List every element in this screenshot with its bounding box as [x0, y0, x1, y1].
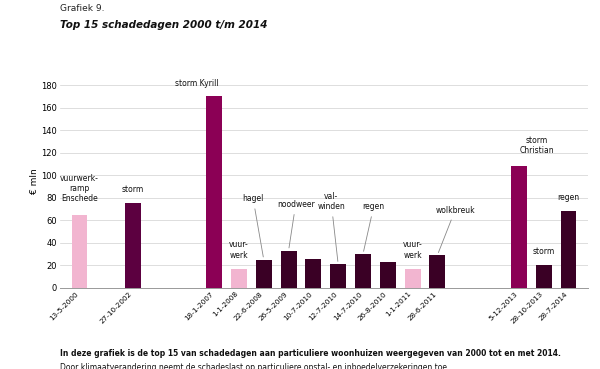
- Bar: [560, 211, 577, 288]
- Text: Door klimaatverandering neemt de schadeslast op particuliere opstal- en inboedel: Door klimaatverandering neemt de schades…: [60, 363, 449, 369]
- Bar: [430, 255, 445, 288]
- Text: Grafiek 9.: Grafiek 9.: [60, 4, 104, 13]
- Bar: [536, 265, 551, 288]
- Bar: [231, 269, 247, 288]
- Text: storm: storm: [533, 247, 555, 256]
- Bar: [330, 264, 346, 288]
- Text: noodweer: noodweer: [277, 200, 314, 248]
- Y-axis label: € mln: € mln: [29, 168, 38, 194]
- Text: val-
winden: val- winden: [317, 192, 345, 261]
- Text: regen: regen: [362, 202, 385, 251]
- Bar: [511, 166, 527, 288]
- Text: wolkbreuk: wolkbreuk: [436, 206, 475, 252]
- Text: In deze grafiek is de top 15 van schadedagen aan particuliere woonhuizen weergeg: In deze grafiek is de top 15 van schaded…: [60, 349, 561, 358]
- Text: hagel: hagel: [242, 194, 264, 257]
- Text: vuurwerk-
ramp
Enschede: vuurwerk- ramp Enschede: [60, 173, 99, 203]
- Text: vuur-
werk: vuur- werk: [403, 240, 422, 260]
- Bar: [71, 215, 88, 288]
- Bar: [404, 269, 421, 288]
- Bar: [355, 254, 371, 288]
- Text: storm: storm: [122, 185, 144, 194]
- Bar: [125, 203, 140, 288]
- Bar: [380, 262, 396, 288]
- Text: storm Kyrill: storm Kyrill: [175, 79, 218, 89]
- Text: storm
Christian: storm Christian: [520, 135, 554, 155]
- Bar: [305, 259, 322, 288]
- Bar: [281, 251, 296, 288]
- Bar: [256, 260, 272, 288]
- Bar: [206, 96, 222, 288]
- Text: regen: regen: [557, 193, 580, 202]
- Text: vuur-
werk: vuur- werk: [229, 240, 249, 260]
- Text: Top 15 schadedagen 2000 t/m 2014: Top 15 schadedagen 2000 t/m 2014: [60, 20, 268, 30]
